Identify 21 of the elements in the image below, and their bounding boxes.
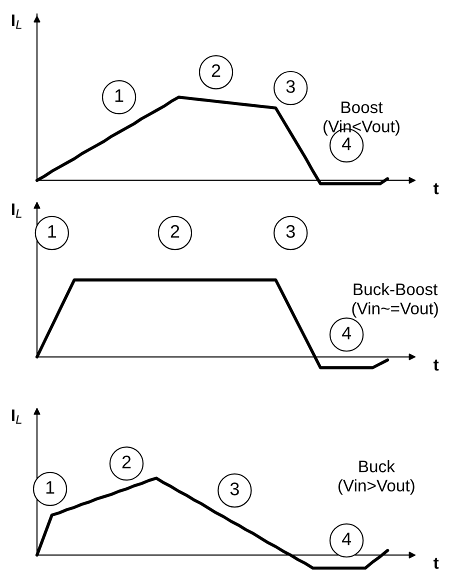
text: 3 [286, 80, 295, 93]
annotation: 1 [115, 89, 124, 102]
y-axis-title: I$_{L}$ [12, 204, 22, 218]
annotation: 1 [46, 481, 54, 494]
annotation: 4 [342, 138, 352, 150]
text: 3 [286, 225, 295, 238]
text: 2 [122, 456, 131, 468]
y-axis-title: I$_{L}$ [12, 410, 22, 424]
annotation: 4 [342, 326, 352, 340]
chart-title: Buck (Vin>Vout) [338, 460, 414, 495]
x-axis-title: t [434, 360, 439, 371]
text: 2 [170, 225, 180, 238]
text: 2 [212, 64, 220, 77]
annotation: 3 [230, 482, 239, 496]
annotation: 4 [342, 532, 352, 546]
y-axis-title: I$_{L}$ [12, 14, 22, 29]
x-axis-title: t [434, 558, 439, 569]
text: Buck-Boost (Vin~=Vout) [352, 282, 438, 318]
x-axis-title: t [434, 183, 439, 194]
text: 1 [48, 225, 56, 238]
text: Boost (Vin<Vout) [324, 102, 400, 136]
